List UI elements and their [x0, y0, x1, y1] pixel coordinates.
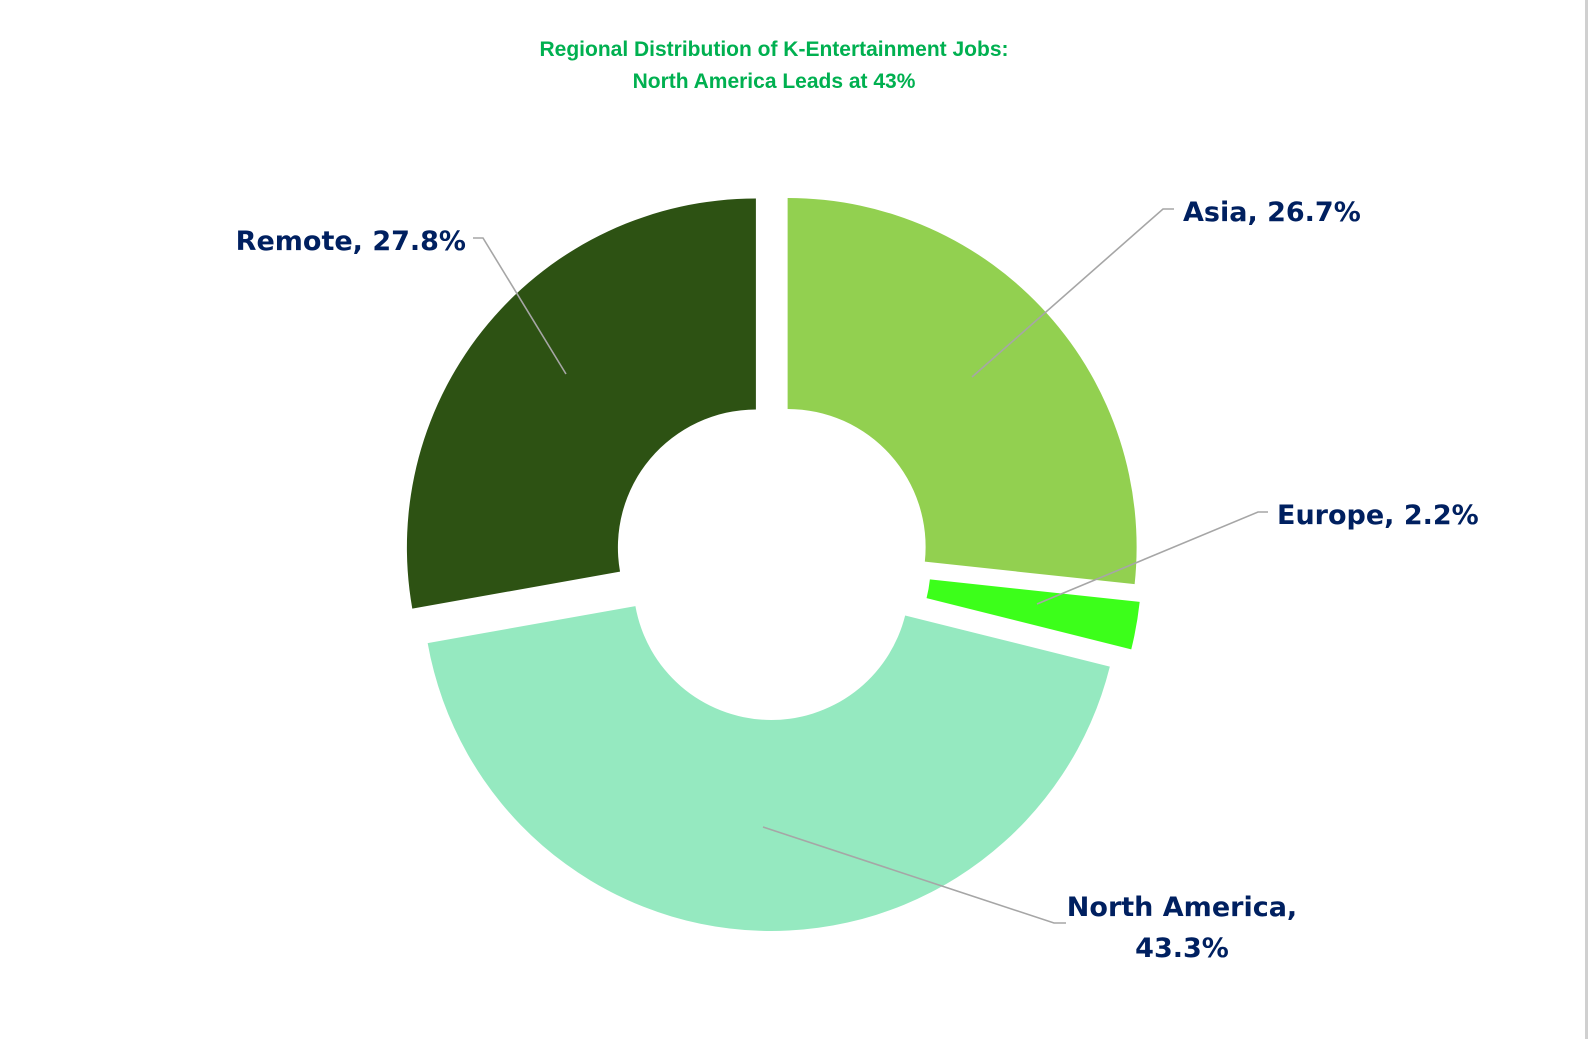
leader-lines — [473, 208, 1268, 924]
spreadsheet-edge — [1585, 0, 1588, 1039]
slice-remote — [406, 198, 756, 609]
data-label-remote: Remote, 27.8% — [236, 226, 466, 257]
slice-north-america — [427, 606, 1110, 931]
slice-asia — [787, 197, 1137, 585]
data-labels: Asia, 26.7% Europe, 2.2% North America, … — [236, 197, 1479, 964]
donut-slices — [406, 197, 1140, 931]
leader-line-north-america — [762, 826, 1066, 924]
data-label-north-america-value: 43.3% — [1135, 933, 1229, 964]
data-label-asia: Asia, 26.7% — [1183, 197, 1361, 228]
data-label-europe: Europe, 2.2% — [1277, 500, 1479, 531]
leader-line-europe — [1036, 511, 1268, 605]
leader-line-remote — [473, 237, 567, 375]
leader-line-asia — [971, 208, 1174, 378]
chart-title-line-1: Regional Distribution of K-Entertainment… — [539, 38, 1009, 61]
chart-title-line-2: North America Leads at 43% — [632, 70, 916, 93]
slice-europe — [926, 579, 1140, 650]
data-label-north-america-name: North America, — [1067, 892, 1297, 923]
